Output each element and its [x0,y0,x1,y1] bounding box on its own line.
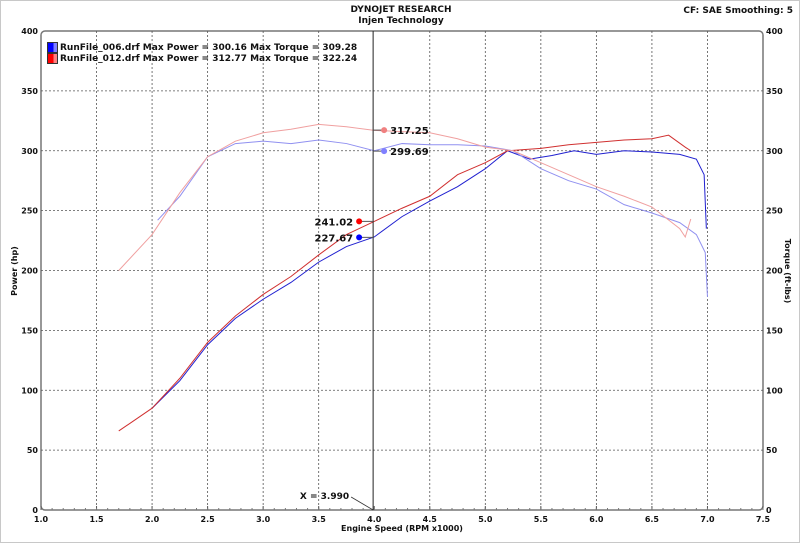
y2-tick-label: 400 [766,27,783,36]
y-tick-label: 150 [21,326,38,335]
x-tick-label: 6.0 [589,515,604,524]
chart-subtitle: Injen Technology [358,16,444,26]
y-tick-label: 350 [21,87,38,96]
legend: RunFile_006.drf Max Power = 300.16 Max T… [47,42,357,64]
y2-tick-label: 200 [766,267,783,276]
y-tick-label: 0 [32,506,38,515]
legend-label: RunFile_012.drf Max Power = 312.77 Max T… [60,53,358,64]
y-tick-label: 200 [21,267,38,276]
y-axis-label: Power (hp) [10,246,19,296]
chart-title: DYNOJET RESEARCH [350,5,452,15]
cursor-x-label: X = 3.990 [300,492,349,502]
readout-value: 299.69 [390,147,429,158]
y2-axis-label: Torque (ft-lbs) [783,239,792,304]
y2-tick-label: 350 [766,87,783,96]
y-tick-label: 50 [27,446,39,455]
readout-value: 227.67 [315,233,354,244]
readout-marker [356,234,363,241]
readout-value: 241.02 [315,217,354,228]
readout-marker [381,127,388,134]
series-line-torque_006 [157,139,708,297]
readout-value: 317.25 [390,126,429,137]
legend-item[interactable]: RunFile_006.drf Max Power = 300.16 Max T… [47,42,357,53]
x-tick-label: 7.0 [700,515,715,524]
y-tick-label: 100 [21,386,38,395]
y2-tick-label: 150 [766,326,783,335]
y2-tick-label: 50 [766,446,778,455]
legend-label: RunFile_006.drf Max Power = 300.16 Max T… [60,42,358,53]
x-tick-label: 6.5 [645,515,660,524]
x-tick-label: 7.5 [756,515,771,524]
legend-item[interactable]: RunFile_012.drf Max Power = 312.77 Max T… [47,53,357,64]
readout-marker [381,148,388,155]
series-line-power_012 [118,134,692,432]
series-line-power_006 [151,150,707,409]
x-tick-label: 5.5 [534,515,549,524]
y-tick-label: 400 [21,27,38,36]
series-line-torque_012 [118,123,692,271]
x-tick-label: 4.5 [423,515,438,524]
y2-tick-label: 100 [766,386,783,395]
x-tick-label: 2.0 [145,515,160,524]
y-tick-label: 300 [21,147,38,156]
y2-tick-label: 250 [766,207,783,216]
legend-swatch-icon [47,42,58,53]
y2-tick-label: 300 [766,147,783,156]
readout-marker [356,218,363,225]
cursor-leader [350,496,374,511]
x-tick-label: 3.5 [312,515,327,524]
x-tick-label: 1.0 [34,515,49,524]
x-axis-label: Engine Speed (RPM x1000) [341,524,463,533]
legend-swatch-icon [47,53,58,64]
x-tick-label: 1.5 [89,515,104,524]
x-tick-label: 4.0 [367,515,382,524]
settings-readout: CF: SAE Smoothing: 5 [683,6,793,16]
x-tick-label: 2.5 [201,515,216,524]
x-tick-label: 5.0 [478,515,493,524]
y-tick-label: 250 [21,207,38,216]
y2-tick-label: 0 [766,506,772,515]
x-tick-label: 3.0 [256,515,271,524]
